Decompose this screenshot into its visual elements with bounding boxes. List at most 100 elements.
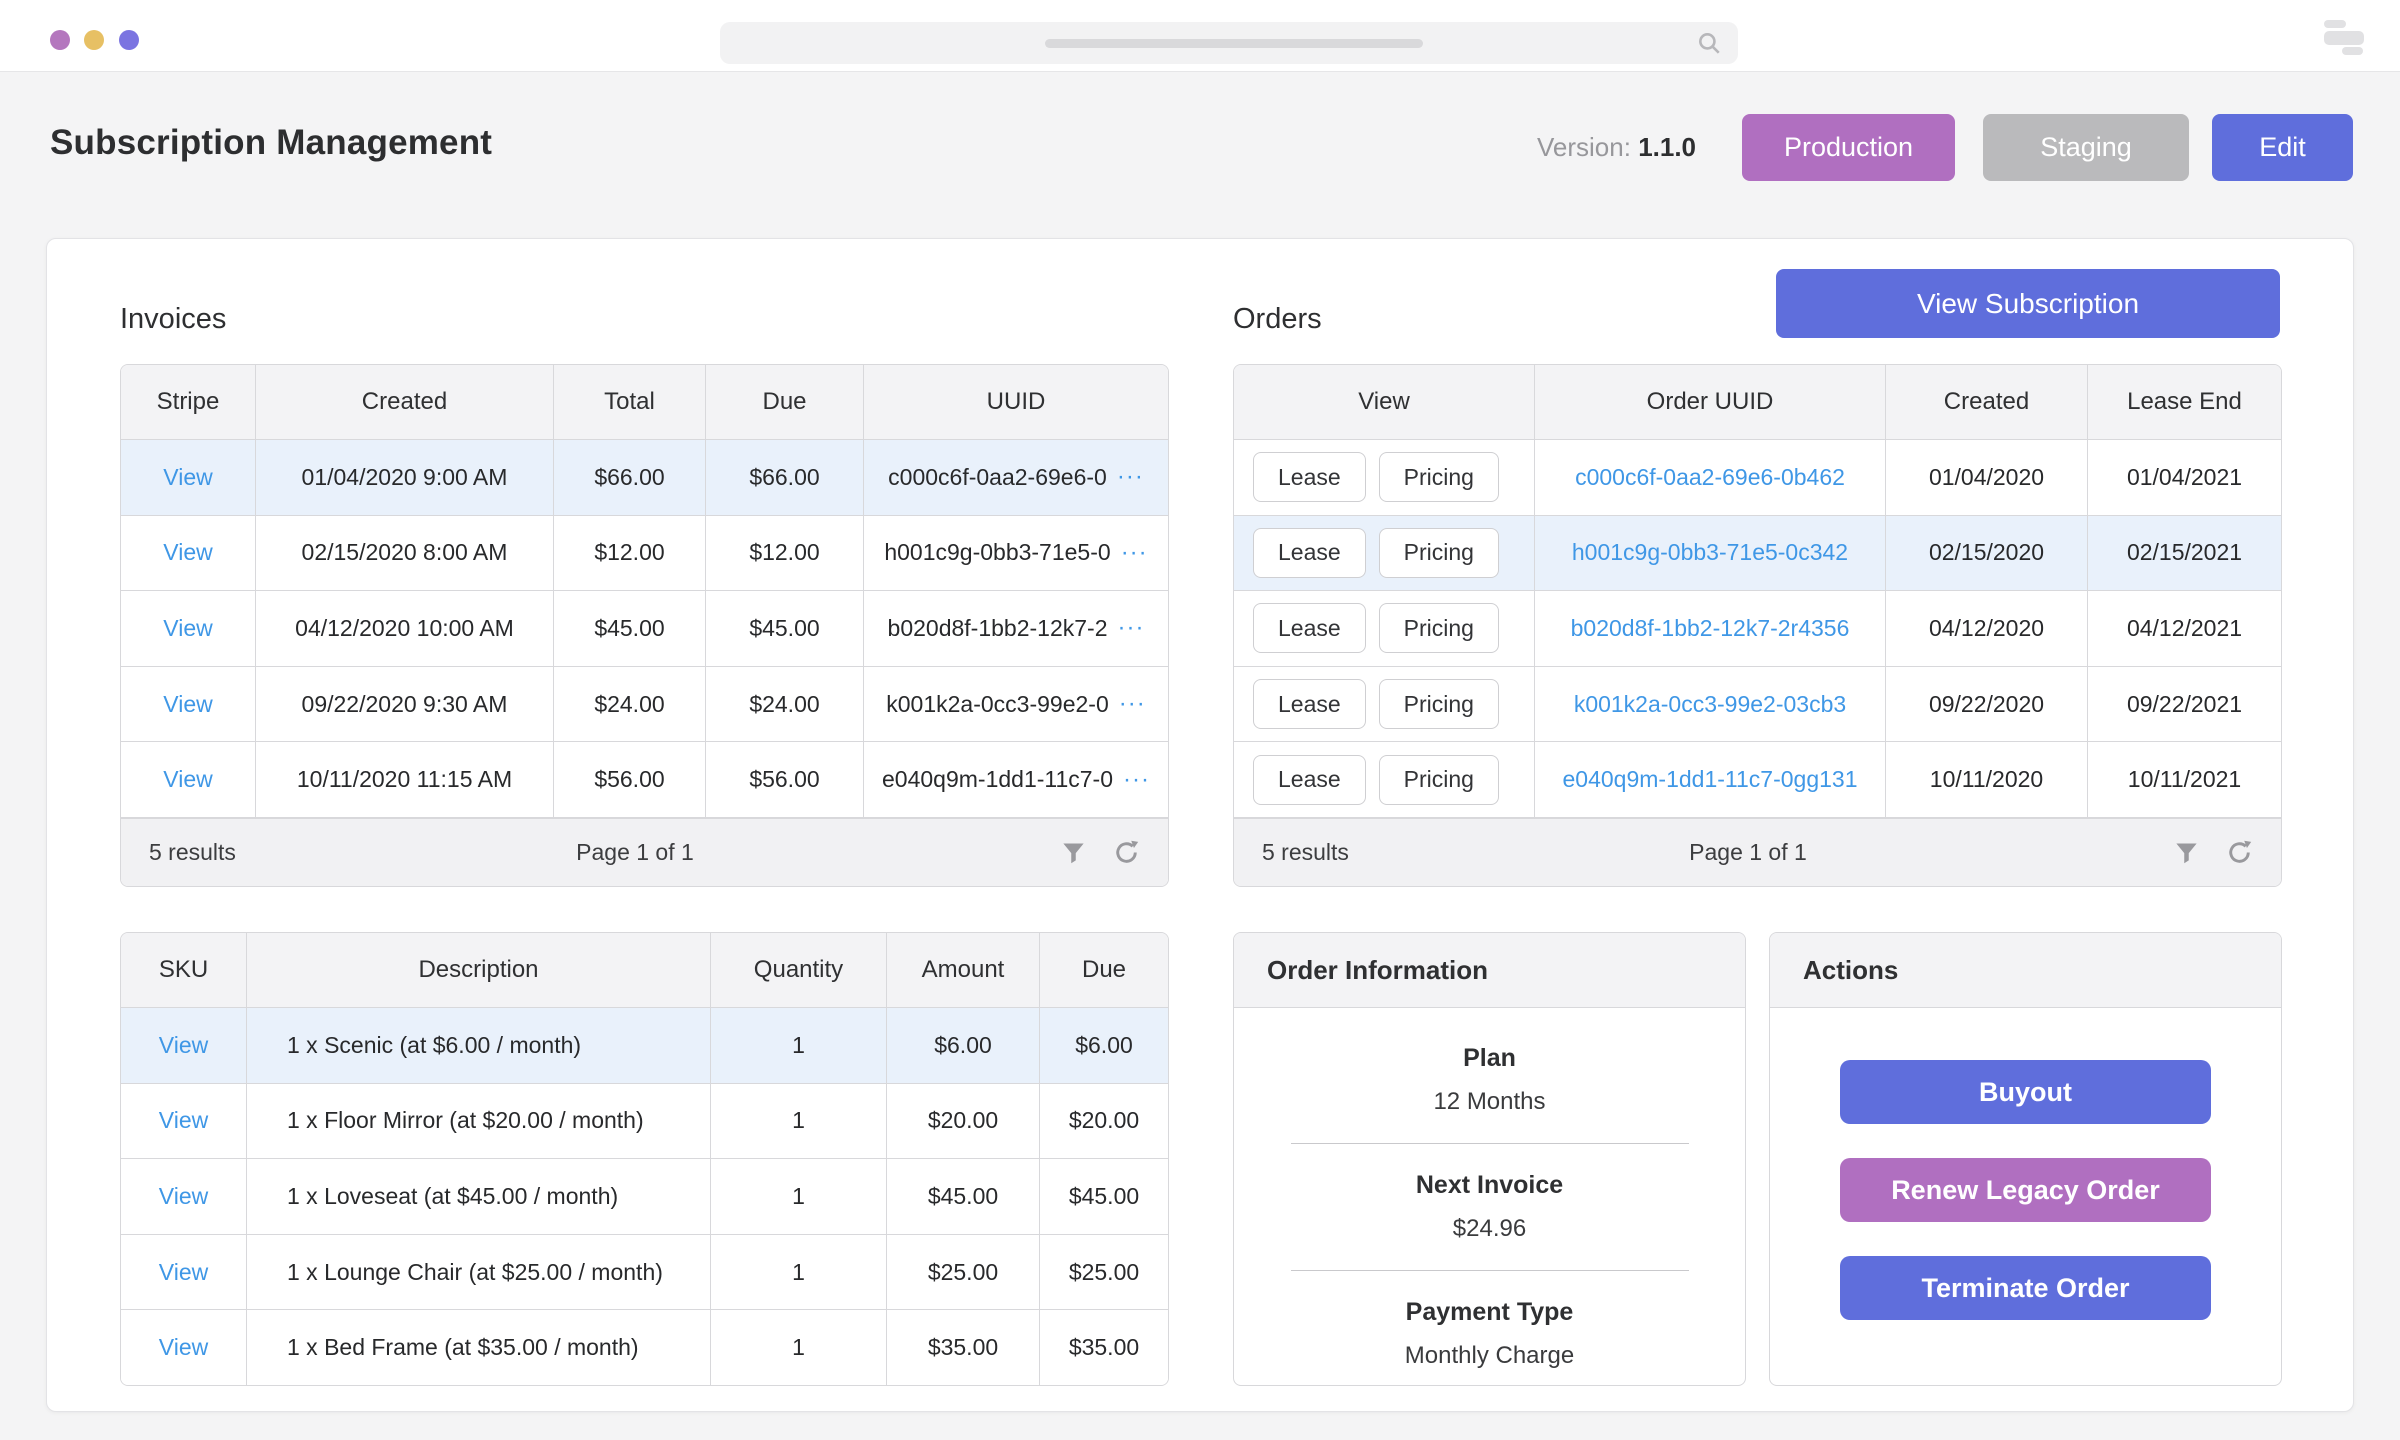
window-dot-maximize[interactable] [119,30,139,50]
version-value: 1.1.0 [1638,132,1697,162]
edit-button[interactable]: Edit [2212,114,2353,181]
order-uuid-link[interactable]: c000c6f-0aa2-69e6-0b462 [1575,463,1845,490]
page-indicator: Page 1 of 1 [576,838,694,865]
pricing-button[interactable]: Pricing [1378,754,1499,805]
invoice-uuid: k001k2a-0cc3-99e2-0 ··· [886,690,1146,718]
invoice-view-link[interactable]: View [163,463,213,490]
column-header-uuid: UUID [986,388,1046,415]
page-title: Subscription Management [50,123,493,162]
order-uuid-link[interactable]: e040q9m-1dd1-11c7-0gg131 [1562,766,1858,793]
order-lease-end: 01/04/2021 [2126,463,2243,490]
pricing-button[interactable]: Pricing [1378,527,1499,578]
buyout-button[interactable]: Buyout [1840,1060,2211,1124]
sku-due: $6.00 [1075,1031,1133,1058]
invoices-table-header: Stripe Created Total Due UUID [121,365,1168,440]
plan-label: Plan [1463,1044,1516,1072]
staging-button[interactable]: Staging [1983,114,2189,181]
sku-view-link[interactable]: View [158,1258,209,1285]
uuid-ellipsis-icon[interactable]: ··· [1123,765,1150,793]
invoice-due: $24.00 [706,666,864,742]
sku-due: $45.00 [1068,1182,1140,1209]
sku-view-link[interactable]: View [158,1334,209,1361]
order-row: Lease Pricing b020d8f-1bb2-12k7-2r4356 0… [1234,591,2281,667]
divider [1290,1143,1689,1144]
uuid-ellipsis-icon[interactable]: ··· [1120,538,1148,566]
invoice-row: View 02/15/2020 8:00 AM $12.00 $12.00 h0… [121,515,1168,592]
refresh-icon[interactable] [1113,839,1140,866]
lease-button[interactable]: Lease [1253,679,1366,730]
sku-description: 1 x Scenic (at $6.00 / month) [247,1008,711,1083]
sku-due: $20.00 [1068,1107,1140,1134]
terminate-order-button[interactable]: Terminate Order [1840,1256,2211,1320]
view-subscription-button[interactable]: View Subscription [1776,269,2280,338]
invoice-created: 09/22/2020 9:30 AM [256,666,554,742]
renew-legacy-order-button[interactable]: Renew Legacy Order [1840,1158,2211,1222]
orders-table: View Order UUID Created Lease End Lease … [1233,364,2282,887]
order-uuid-link[interactable]: h001c9g-0bb3-71e5-0c342 [1571,539,1849,566]
sku-description: 1 x Lounge Chair (at $25.00 / month) [247,1234,711,1310]
sku-amount: $6.00 [887,1008,1040,1083]
lease-button[interactable]: Lease [1253,603,1366,654]
invoice-total: $45.00 [554,591,706,666]
sku-description: 1 x Bed Frame (at $35.00 / month) [247,1310,711,1385]
address-search-bar[interactable] [720,22,1738,64]
invoice-total: $66.00 [554,440,706,515]
column-header-order-uuid: Order UUID [1535,365,1886,439]
uuid-ellipsis-icon[interactable]: ··· [1117,614,1145,642]
lease-button[interactable]: Lease [1253,527,1366,578]
column-header-view: View [1234,365,1535,439]
filter-icon[interactable] [2173,839,2200,866]
results-count: 5 results [1262,838,1349,865]
invoice-created: 01/04/2020 9:00 AM [256,440,554,515]
production-button[interactable]: Production [1742,114,1955,181]
sku-view-link[interactable]: View [158,1182,209,1209]
browser-chrome [0,0,2400,72]
column-header-stripe: Stripe [121,365,256,439]
sku-quantity: 1 [711,1310,887,1385]
invoice-view-link[interactable]: View [163,539,213,566]
invoice-created: 02/15/2020 8:00 AM [256,515,554,591]
pricing-button[interactable]: Pricing [1378,679,1499,730]
url-placeholder-bar [1045,39,1423,48]
sku-quantity: 1 [711,1083,887,1159]
invoice-view-link[interactable]: View [163,690,213,717]
order-row: Lease Pricing c000c6f-0aa2-69e6-0b462 01… [1234,440,2281,516]
window-dot-close[interactable] [50,30,70,50]
column-header-due: Due [706,365,864,439]
next-invoice-label: Next Invoice [1415,1171,1564,1199]
invoice-view-link[interactable]: View [163,614,213,641]
lease-button[interactable]: Lease [1253,452,1366,503]
sku-quantity: 1 [711,1234,887,1310]
invoice-due: $56.00 [706,742,864,817]
filter-icon[interactable] [1060,839,1087,866]
plan-value: 12 Months [1433,1088,1546,1115]
order-uuid-link[interactable]: k001k2a-0cc3-99e2-03cb3 [1573,690,1847,717]
actions-panel: Actions Buyout Renew Legacy Order Termin… [1769,932,2282,1386]
order-uuid-link[interactable]: b020d8f-1bb2-12k7-2r4356 [1570,614,1850,641]
sku-view-link[interactable]: View [158,1107,209,1134]
sku-view-link[interactable]: View [158,1031,209,1058]
column-header-description: Description [247,933,711,1007]
order-lease-end: 04/12/2021 [2126,614,2243,641]
sku-quantity: 1 [711,1159,887,1234]
pricing-button[interactable]: Pricing [1378,603,1499,654]
window-dot-minimize[interactable] [84,30,104,50]
sku-table-header: SKU Description Quantity Amount Due [121,933,1168,1008]
refresh-icon[interactable] [2226,839,2253,866]
sku-amount: $20.00 [887,1083,1040,1159]
orders-table-footer: 5 results Page 1 of 1 [1234,817,2281,886]
order-created: 09/22/2020 [1886,666,2088,742]
pricing-button[interactable]: Pricing [1378,452,1499,503]
order-row: Lease Pricing k001k2a-0cc3-99e2-03cb3 09… [1234,666,2281,743]
invoice-created: 10/11/2020 11:15 AM [256,742,554,817]
uuid-ellipsis-icon[interactable]: ··· [1118,690,1146,718]
order-lease-end: 09/22/2021 [2126,690,2243,717]
version-label: Version: [1537,132,1631,162]
uuid-ellipsis-icon[interactable]: ··· [1116,463,1144,491]
lease-button[interactable]: Lease [1253,754,1366,805]
invoice-view-link[interactable]: View [163,766,213,793]
window-menu-icon[interactable] [2324,18,2370,56]
column-header-lease-end: Lease End [2127,388,2242,415]
column-header-amount: Amount [887,933,1040,1007]
column-header-total: Total [554,365,706,439]
